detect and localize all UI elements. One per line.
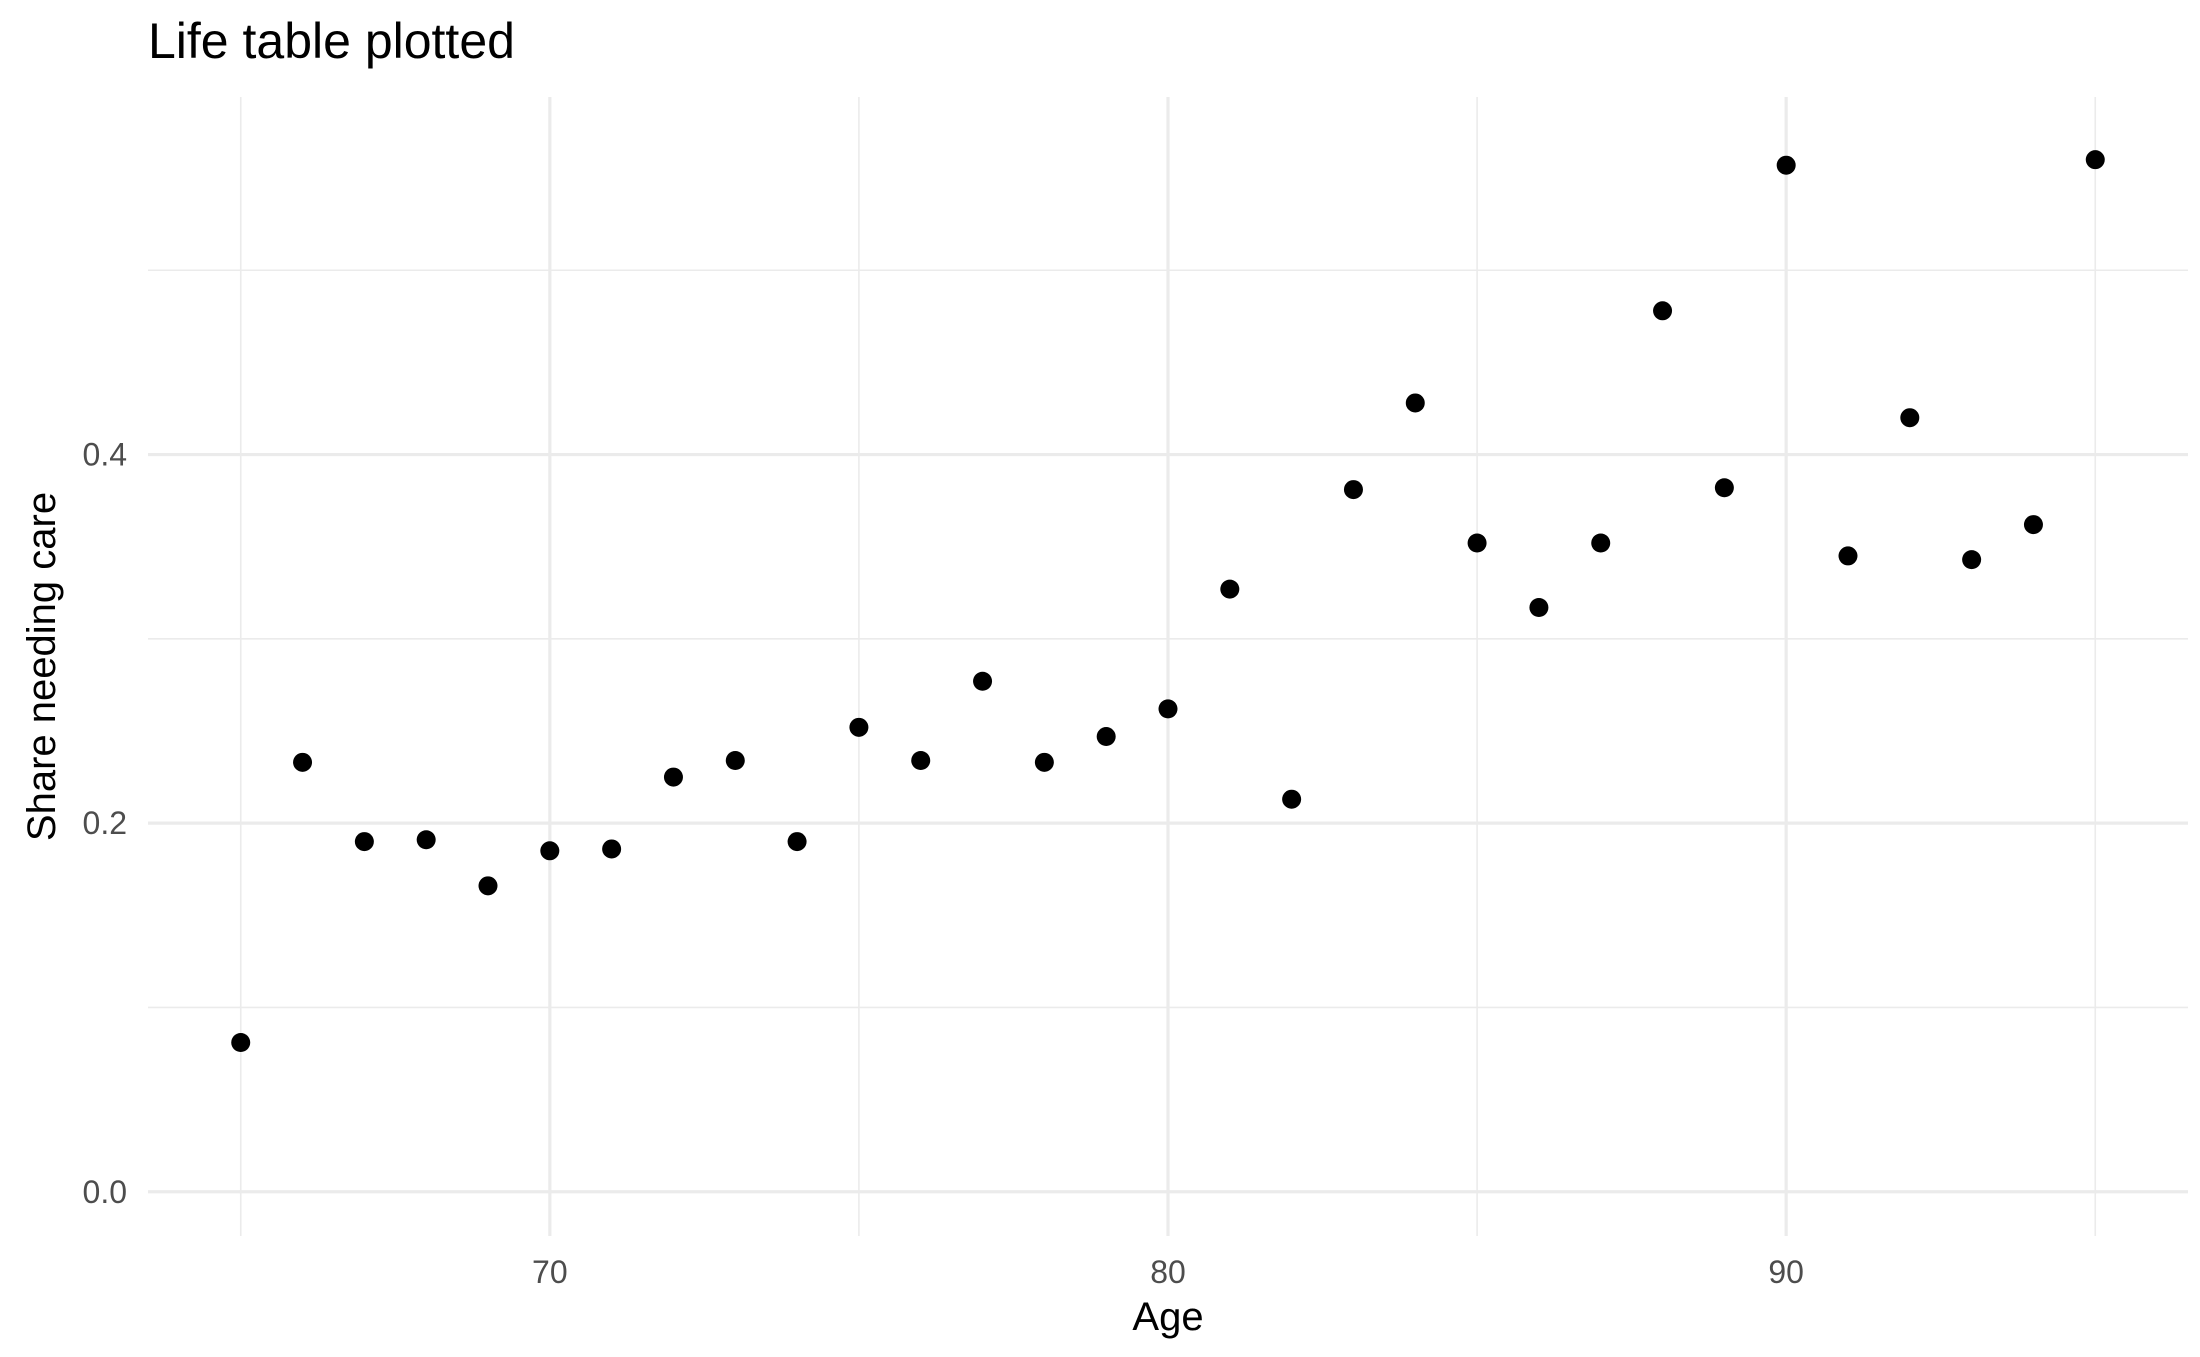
x-axis-title: Age	[1132, 1295, 1203, 1339]
data-point	[1282, 789, 1302, 809]
data-points	[231, 150, 2105, 1052]
data-point	[1714, 478, 1734, 498]
data-point	[725, 750, 745, 770]
data-point	[1529, 598, 1549, 618]
data-point	[1405, 393, 1425, 413]
data-point	[1900, 408, 1920, 428]
data-point	[2023, 515, 2043, 535]
y-tick-label: 0.4	[83, 437, 127, 473]
data-point	[416, 830, 436, 850]
data-point	[1653, 301, 1673, 321]
data-point	[1096, 727, 1116, 747]
data-point	[1158, 699, 1178, 719]
y-tick-label: 0.0	[83, 1174, 127, 1210]
data-point	[1034, 752, 1054, 772]
data-point	[849, 717, 869, 737]
y-axis-title: Share needing care	[20, 492, 64, 841]
data-point	[1776, 155, 1796, 175]
x-tick-label: 70	[532, 1254, 568, 1290]
y-tick-label: 0.2	[83, 805, 127, 841]
data-point	[293, 752, 313, 772]
data-point	[911, 750, 931, 770]
data-point	[1838, 546, 1858, 566]
data-point	[1591, 533, 1611, 553]
data-point	[231, 1032, 251, 1052]
grid-lines	[148, 97, 2188, 1236]
data-point	[354, 832, 374, 852]
y-axis-ticks: 0.0 0.2 0.4	[83, 437, 127, 1210]
chart-title: Life table plotted	[148, 13, 515, 69]
data-point	[787, 832, 807, 852]
x-tick-label: 90	[1768, 1254, 1804, 1290]
data-point	[1962, 550, 1982, 570]
data-point	[478, 876, 498, 896]
x-axis-ticks: 70 80 90	[532, 1254, 1804, 1290]
data-point	[1220, 579, 1240, 599]
x-tick-label: 80	[1150, 1254, 1186, 1290]
data-point	[540, 841, 560, 861]
data-point	[663, 767, 683, 787]
data-point	[1343, 480, 1363, 500]
data-point	[973, 671, 993, 691]
data-point	[602, 839, 622, 859]
data-point	[1467, 533, 1487, 553]
data-point	[2085, 150, 2105, 170]
